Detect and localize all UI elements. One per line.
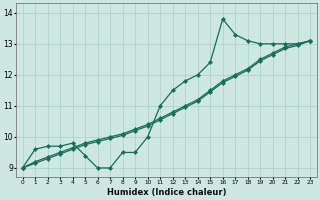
X-axis label: Humidex (Indice chaleur): Humidex (Indice chaleur) [107, 188, 226, 197]
